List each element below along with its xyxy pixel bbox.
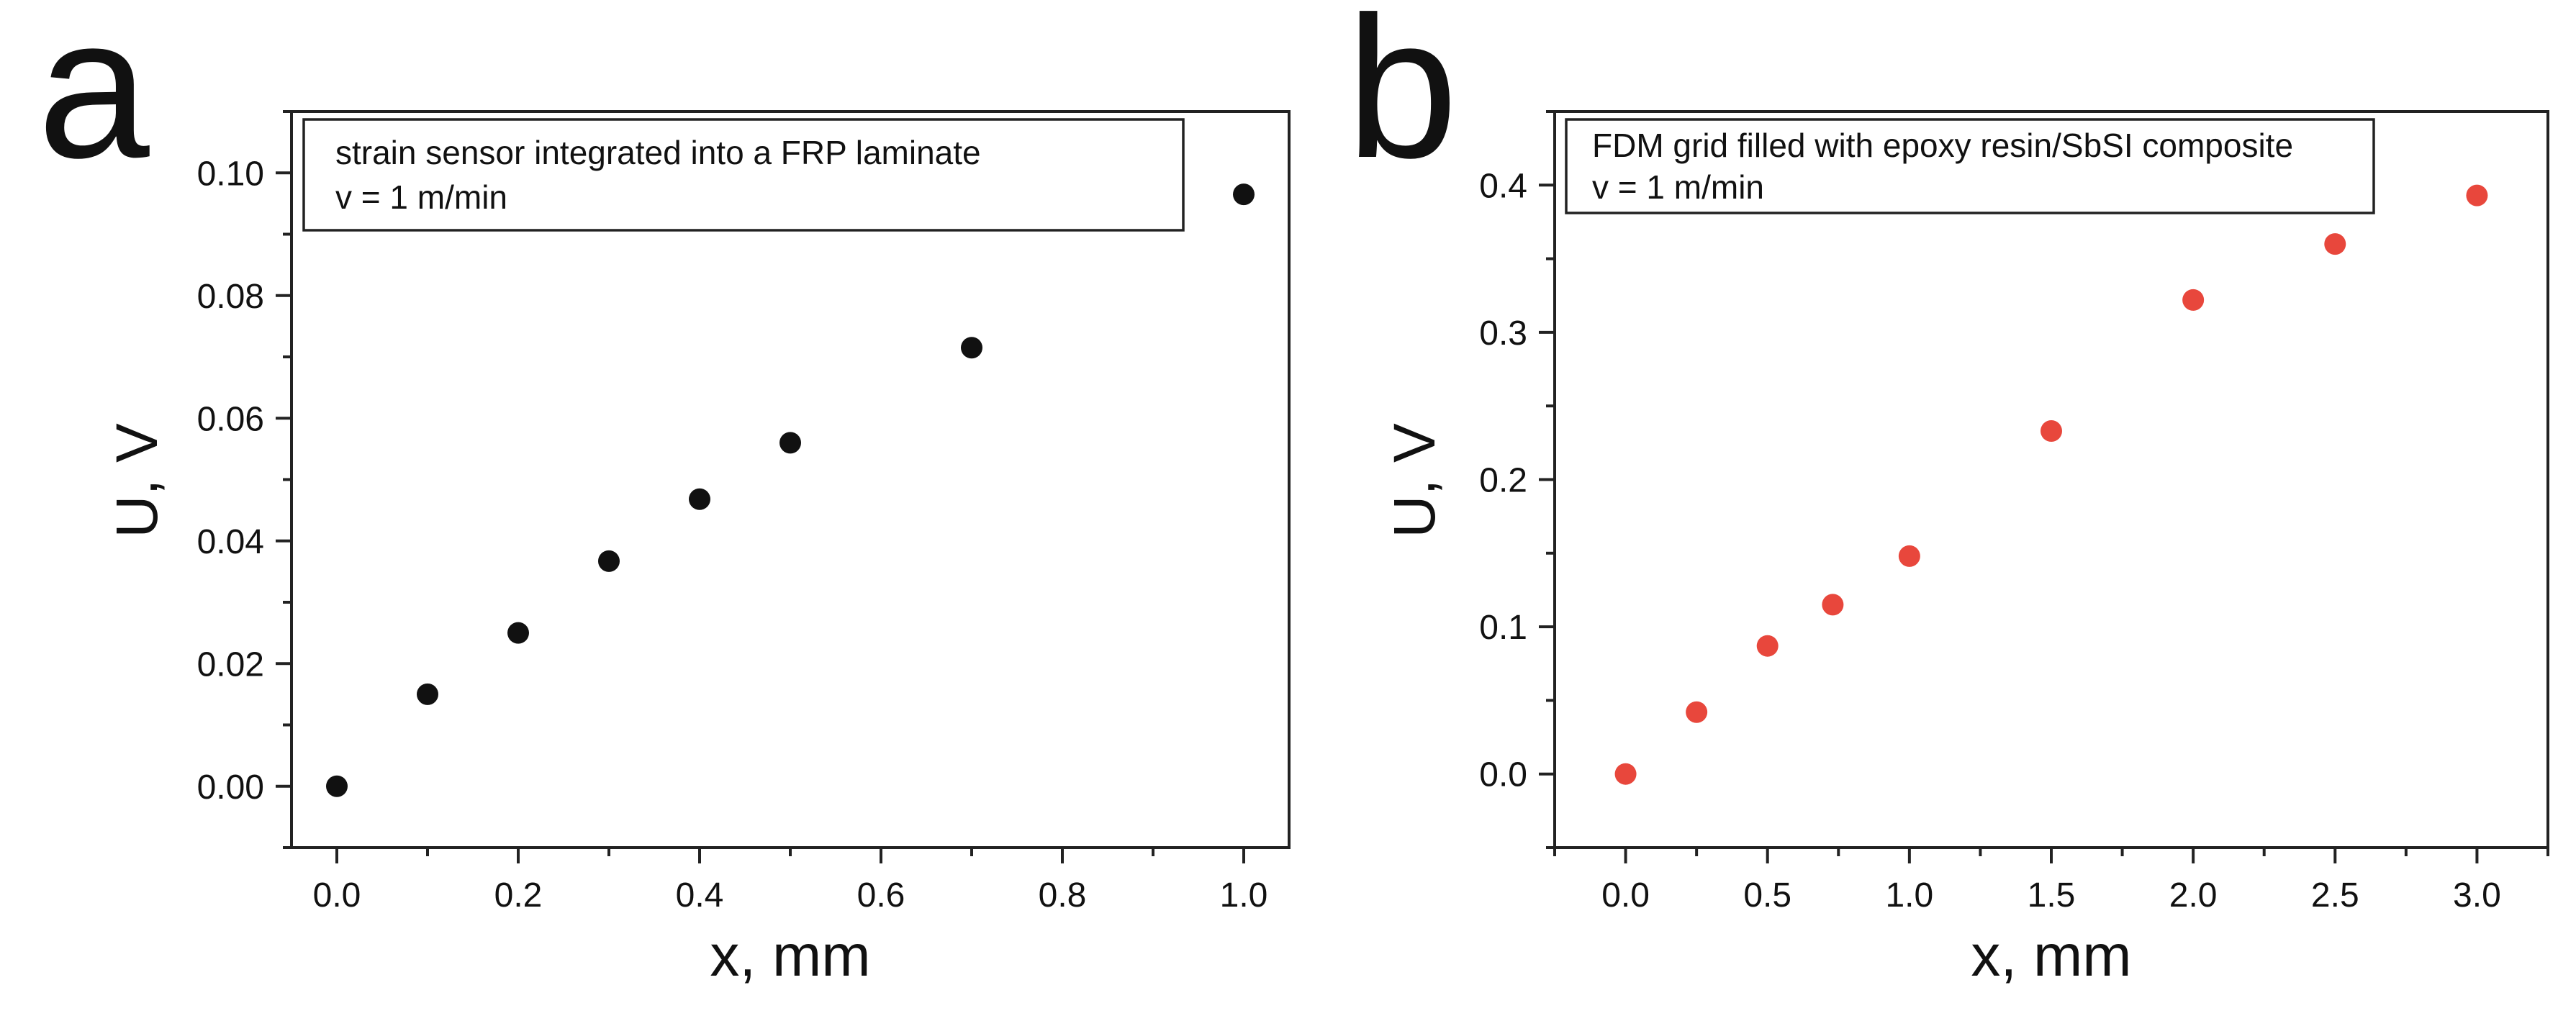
panel-b-data-point [2041,419,2062,442]
panel-a-y-tick-label: 0.10 [197,155,264,193]
panel-b-x-axis-title: x, mm [1971,923,2131,989]
panel-a-data-point [779,432,801,454]
panel-b-y-tick-label: 0.0 [1479,756,1527,794]
panel-a-label: a [37,0,151,200]
panel-a-y-tick-label: 0.02 [197,645,264,684]
panel-a-data-point [326,775,348,797]
panel-a-x-tick-label: 0.6 [857,876,905,915]
panel-b-data-point [1822,594,1844,616]
panel-b-data-point [1614,763,1637,785]
panel-b-x-tick-label: 0.5 [1743,876,1791,915]
panel-b-data-point [1686,701,1708,723]
panel-a-y-axis-title: U, V [104,423,170,538]
panel-b-data-points [1614,184,2488,785]
panel-b-y-tick-label: 0.2 [1479,462,1527,500]
panel-b-legend-line-2: v = 1 m/min [1592,168,1764,206]
panel-a-y-tick-label: 0.04 [197,523,264,561]
panel-a-data-point [1233,183,1255,206]
panel-a-data-points [326,183,1255,797]
panel-a-x-axis-title: x, mm [710,923,870,989]
panel-b-y-tick-label: 0.1 [1479,609,1527,647]
panel-b-plot-frame [1553,110,2549,849]
panel-b-data-point [2182,289,2205,311]
panel-b-x-tick-label: 2.5 [2311,876,2359,915]
panel-b-y-tick-labels: 0.0 0.1 0.2 0.3 0.4 [1479,167,1527,794]
panel-a-x-tick-label: 0.4 [676,876,724,915]
panel-a-chart: a 0.0 0.2 0.4 0.6 0.8 1.0 0.000.020.040.060.0… [37,0,1291,989]
panel-b-x-tick-label: 0.0 [1601,876,1650,915]
panel-b-data-point [1898,545,1920,567]
panel-a-y-tick-label: 0.08 [197,278,264,316]
panel-b-x-tick-label: 3.0 [2453,876,2501,915]
panel-b-data-point [1756,635,1779,657]
panel-a-x-tick-label: 0.8 [1039,876,1087,915]
panel-b-data-point [2466,184,2488,207]
panel-b-data-point [2324,233,2346,255]
panel-b-ticks [1539,110,2549,863]
panel-a-x-tick-labels: 0.0 0.2 0.4 0.6 0.8 1.0 [313,876,1268,915]
panel-b-x-tick-label: 2.0 [2169,876,2218,915]
panel-b-y-axis-title: U, V [1382,423,1447,538]
panel-a-data-point [689,488,710,510]
panel-b-label: b [1346,0,1458,200]
panel-a-legend-box [302,118,1185,232]
panel-b-x-tick-label: 1.0 [1885,876,1933,915]
panel-a-y-tick-labels: 0.00 0.02 0.04 0.06 0.08 0.10 [197,155,264,807]
panel-b-x-tick-labels: 0.0 0.5 1.0 1.5 2.0 2.5 3.0 [1601,876,2501,915]
panel-a-data-point [961,337,982,359]
panel-b-legend-line-1: FDM grid filled with epoxy resin/SbSI co… [1592,127,2293,164]
panel-a-y-tick-label: 0.06 [197,400,264,438]
panel-a-legend-line-1: strain sensor integrated into a FRP lami… [335,134,981,171]
panel-b-legend-box [1565,118,2375,214]
panel-b-y-tick-label: 0.4 [1479,167,1527,205]
panel-b-x-tick-label: 1.5 [2028,876,2076,915]
panel-a-x-tick-label: 0.2 [494,876,543,915]
panel-a-x-tick-label: 1.0 [1220,876,1268,915]
panel-b-y-tick-label: 0.3 [1479,314,1527,353]
panel-a-x-tick-label: 0.0 [313,876,361,915]
panel-b-chart: b 0.0 0.5 1.0 1.5 2.0 2.5 3.0 0.00.10.20.30.4 … [1346,0,2549,989]
panel-a-ticks [276,110,1245,863]
panel-b-legend: FDM grid filled with epoxy resin/SbSI co… [1565,118,2375,214]
panel-a-data-point [417,683,438,705]
panel-a-data-point [507,622,529,644]
panel-a-legend: strain sensor integrated into a FRP lami… [302,118,1185,232]
panel-a-data-point [598,550,620,572]
panel-a-legend-line-2: v = 1 m/min [335,178,507,216]
panel-a-y-tick-label: 0.00 [197,768,264,807]
